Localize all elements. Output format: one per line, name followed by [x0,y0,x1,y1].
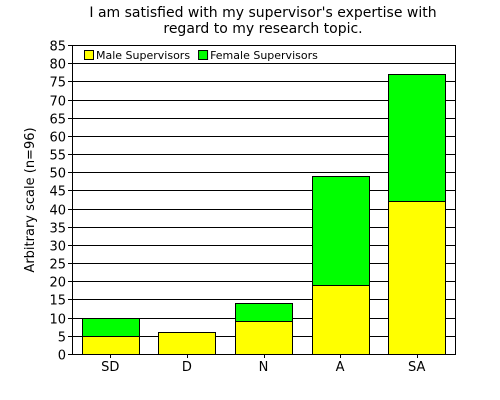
y-tick-label-10: 10 [49,313,66,328]
x-tick-label-n: N [259,360,269,375]
bar-sa-series-2 [388,74,446,202]
legend-swatch-1 [84,50,94,60]
y-tick-label-40: 40 [49,204,66,219]
y-tick-label-85: 85 [49,40,66,55]
y-tick-label-20: 20 [49,276,66,291]
bar-sd-series-2 [82,318,140,337]
y-tick-label-30: 30 [49,240,66,255]
y-tick-label-45: 45 [49,185,66,200]
y-tick-label-35: 35 [49,222,66,237]
x-tick-label-d: D [182,360,192,375]
y-tick-label-55: 55 [49,149,66,164]
x-axis-ticks: SD D N A SA [101,354,425,375]
y-axis-label: Arbitrary scale (n=96) [23,127,38,272]
bar-d-series-1 [158,332,216,355]
bar-n-series-2 [235,303,293,322]
bar-sa-series-1 [388,201,446,355]
y-tick-label-15: 15 [49,294,66,309]
legend-label-1: Male Supervisors [96,49,190,62]
legend: Male Supervisors Female Supervisors [84,49,318,62]
y-tick-label-65: 65 [49,113,66,128]
y-tick-label-75: 75 [49,76,66,91]
bar-n-series-1 [235,321,293,355]
legend-label-2: Female Supervisors [210,49,318,62]
y-axis-ticks: 0 5 10 15 20 25 30 35 40 45 50 55 60 65 70 75 80 85 [49,40,72,364]
bar-a-series-2 [312,176,370,286]
y-tick-label-50: 50 [49,167,66,182]
x-tick-label-sa: SA [408,360,425,375]
bar-sd-series-1 [82,336,140,355]
y-tick-label-5: 5 [58,331,66,346]
bar-a-series-1 [312,285,370,355]
legend-swatch-2 [198,50,209,60]
x-tick-label-a: A [336,360,345,375]
y-tick-label-0: 0 [58,349,66,364]
chart-title: I am satisfied with my supervisor's expe… [89,5,436,37]
y-tick-label-70: 70 [49,95,66,110]
y-tick-label-80: 80 [49,58,66,73]
y-tick-label-25: 25 [49,258,66,273]
chart-title-line-1: I am satisfied with my supervisor's expe… [89,5,436,21]
y-tick-label-60: 60 [49,131,66,146]
bars [82,74,446,355]
x-tick-label-sd: SD [101,360,119,375]
chart-title-line-2: regard to my research topic. [163,21,362,37]
